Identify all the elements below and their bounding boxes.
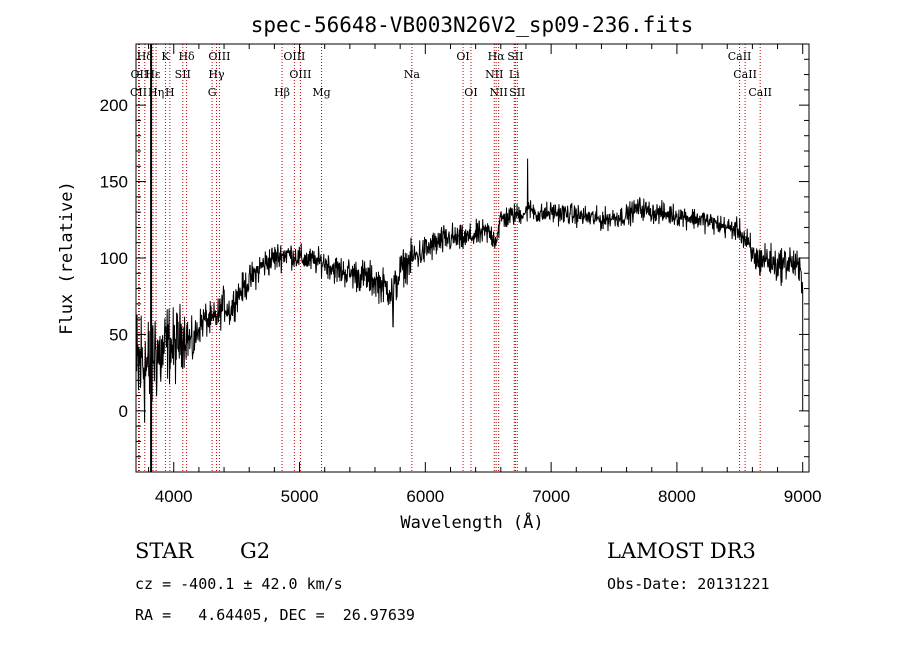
x-tick-label: 8000 — [658, 487, 696, 506]
velocity-info: cz = -400.1 ± 42.0 km/s — [135, 575, 343, 593]
spectral-line-label: CaII — [728, 50, 752, 63]
spectral-line-label: Li — [509, 68, 520, 81]
x-tick-label: 6000 — [406, 487, 444, 506]
chart-title: spec-56648-VB003N26V2_sp09-236.fits — [251, 13, 694, 37]
spectral-line-label: K — [161, 50, 170, 63]
spectral-line-label: Hα — [488, 50, 506, 63]
object-class: STAR — [135, 539, 194, 563]
spectral-line-label: CaII — [733, 68, 757, 81]
spectral-line-label: G — [208, 86, 217, 99]
y-axis-label: Flux (relative) — [57, 181, 77, 335]
spectral-line-label: NII — [490, 86, 508, 99]
spectral-line-label: Hδ — [178, 50, 195, 63]
spectral-line-label: SII — [507, 50, 523, 63]
spectral-line-label: OIII — [283, 50, 305, 63]
spectral-line-labels: HδOIICIIHεHηKHSIIHδGOIIIHγHβOIIIOIIIMgNa… — [130, 50, 772, 99]
coordinates: RA = 4.64405, DEC = 26.97639 — [135, 606, 415, 624]
y-tick-label: 150 — [100, 173, 128, 192]
spectral-line-label: Hβ — [274, 86, 290, 99]
x-tick-label: 9000 — [784, 487, 822, 506]
spectral-line-label: OI — [456, 50, 469, 63]
spectral-line-label: OIII — [289, 68, 311, 81]
spectral-line-label: OIII — [208, 50, 230, 63]
obs-date: Obs-Date: 20131221 — [607, 575, 770, 593]
spectral-line-label: Mg — [312, 86, 330, 99]
spectral-line-label: CaII — [748, 86, 772, 99]
y-tick-label: 200 — [100, 96, 128, 115]
survey-name: LAMOST DR3 — [607, 539, 756, 563]
axis-ticks: 4000 5000 6000 7000 8000 9000 0 50 100 150 200 — [100, 44, 822, 506]
y-tick-label: 0 — [119, 402, 128, 421]
y-tick-label: 50 — [109, 325, 128, 344]
x-axis-label: Wavelength (Å) — [400, 511, 543, 533]
spectral-line-label: Hγ — [208, 68, 225, 81]
spectral-line-label: SII — [509, 86, 525, 99]
spectral-line-label: SII — [175, 68, 191, 81]
x-tick-label: 5000 — [281, 487, 319, 506]
spectral-lines-layer — [138, 44, 761, 472]
spectral-line-label: CII — [130, 86, 147, 99]
spectral-line-label: NII — [485, 68, 503, 81]
y-tick-label: 100 — [100, 249, 128, 268]
spectral-line-label: Hε — [145, 68, 161, 81]
spectral-line-label: H — [165, 86, 175, 99]
spectral-line-label: OI — [464, 86, 477, 99]
plot-frame — [135, 43, 810, 473]
x-tick-label: 7000 — [532, 487, 570, 506]
object-subclass: G2 — [240, 539, 270, 563]
x-tick-label: 4000 — [155, 487, 193, 506]
spectral-line-label: Na — [404, 68, 421, 81]
spectrum-line — [136, 158, 804, 423]
